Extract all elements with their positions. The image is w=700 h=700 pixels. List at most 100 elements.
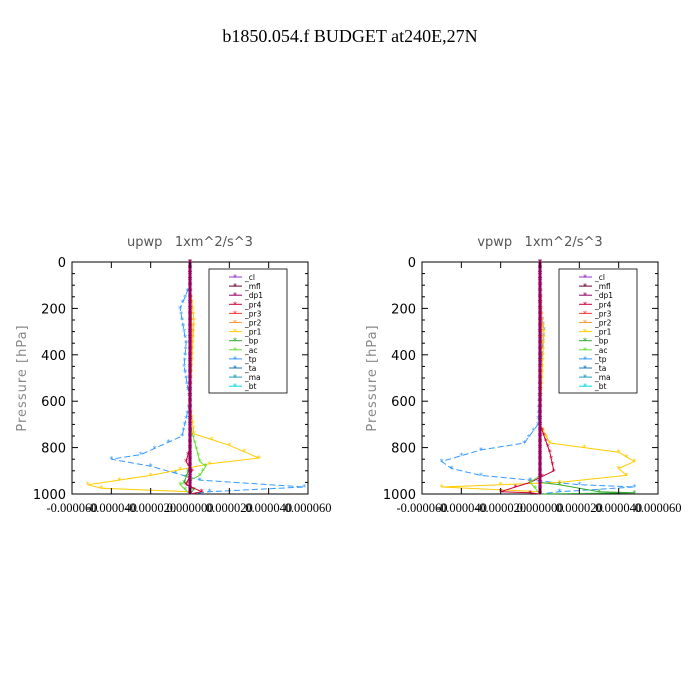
series-marker-tp-upwp: * <box>198 476 202 485</box>
vpwp-panel: vpwp 1xm^2/s^3 Pressure [hPa] **********… <box>365 235 681 515</box>
series-marker-dp1-upwp: * <box>188 478 192 487</box>
series-marker-dp1-vpwp: * <box>538 397 542 406</box>
series-marker-bp-vpwp: * <box>632 489 636 498</box>
series-marker-tp-upwp: * <box>188 490 192 499</box>
series-marker-pr1-upwp: * <box>190 413 194 422</box>
y-tick-label-upwp: 800 <box>41 442 66 457</box>
legend-label-pr4-upwp: _pr4 <box>244 300 262 309</box>
series-marker-pr4-vpwp: * <box>540 426 544 435</box>
series-layer-upwp: ****************************************… <box>86 258 306 499</box>
series-marker-bp-upwp: * <box>184 473 188 482</box>
series-marker-pr1-vpwp: * <box>545 433 549 442</box>
legend-marker-ta-vpwp: * <box>583 364 587 373</box>
series-marker-pr1-upwp: * <box>227 441 231 450</box>
series-marker-pr2-vpwp: * <box>540 328 544 337</box>
series-marker-mfl-vpwp: * <box>538 490 542 499</box>
series-marker-pr2-upwp: * <box>188 490 192 499</box>
legend-label-ta-upwp: _ta <box>244 364 256 373</box>
series-marker-cl-upwp: * <box>188 490 192 499</box>
series-marker-dp1-vpwp: * <box>538 333 542 342</box>
series-marker-ac-upwp: * <box>198 458 202 467</box>
series-marker-dp1-vpwp: * <box>538 270 542 279</box>
series-marker-pr1-upwp: * <box>192 322 196 331</box>
series-marker-dp1-vpwp: * <box>538 281 542 290</box>
series-marker-dp1-upwp: * <box>188 473 192 482</box>
series-marker-tp-upwp: * <box>183 351 187 360</box>
series-marker-dp1-upwp: * <box>188 403 192 412</box>
series-marker-pr1-upwp: * <box>242 448 246 457</box>
series-marker-tp-vpwp: * <box>522 439 526 448</box>
series-marker-tp-upwp: * <box>173 469 177 478</box>
series-line-tp-upwp <box>111 262 305 495</box>
series-marker-pr2-vpwp: * <box>540 310 544 319</box>
legend-marker-ac-upwp: * <box>233 346 237 355</box>
series-marker-pr2-vpwp: * <box>538 490 542 499</box>
series-marker-pr1-vpwp: * <box>440 483 444 492</box>
legend-label-pr3-vpwp: _pr3 <box>594 309 612 318</box>
legend-label-pr1-upwp: _pr1 <box>244 328 262 337</box>
legend-label-mfl-upwp: _mfl <box>244 282 261 291</box>
series-marker-dp1-vpwp: * <box>538 403 542 412</box>
tick-layer-vpwp: 0 200 400 600 800 1000-0.000060-0.000040-0.00… <box>383 256 682 515</box>
x-tick-label-vpwp: -0.000020 <box>475 501 526 515</box>
figure-title: b1850.054.f BUDGET at240E,27N <box>222 26 477 46</box>
series-marker-dp1-upwp: * <box>188 328 192 337</box>
series-marker-pr4-upwp: * <box>184 458 188 467</box>
series-marker-tp-upwp: * <box>139 451 143 460</box>
legend-marker-pr2-vpwp: * <box>583 319 587 328</box>
y-tick-label-vpwp: 200 <box>391 302 416 317</box>
series-marker-tp-upwp: * <box>181 322 185 331</box>
series-marker-dp1-upwp: * <box>188 380 192 389</box>
x-tick-label-upwp: 0.000040 <box>245 501 292 515</box>
legend-label-ac-upwp: _ac <box>244 346 257 355</box>
series-marker-dp1-upwp: * <box>188 467 192 476</box>
legend-upwp: * _cl * _mfl * _dp1 * _pr4 * _pr3 * _pr2 * _pr1 * _bp * _… <box>208 268 288 394</box>
legend-label-bp-vpwp: _bp <box>594 337 609 346</box>
legend-label-pr1-vpwp: _pr1 <box>594 328 612 337</box>
series-marker-pr1-upwp: * <box>190 350 194 359</box>
series-marker-dp1-upwp: * <box>188 339 192 348</box>
series-marker-dp1-upwp: * <box>188 275 192 284</box>
y-tick-label-upwp: 600 <box>41 395 66 410</box>
legend-marker-cl-upwp: * <box>233 273 237 282</box>
series-marker-tp-vpwp: * <box>440 458 444 467</box>
series-marker-ac-upwp: * <box>201 467 205 476</box>
legend-label-ma-upwp: _ma <box>244 373 261 382</box>
series-marker-tp-vpwp: * <box>450 464 454 473</box>
series-marker-bp-vpwp: * <box>558 481 562 490</box>
series-marker-pr2-vpwp: * <box>540 316 544 325</box>
series-marker-pr4-vpwp: * <box>538 490 542 499</box>
legend-marker-bp-upwp: * <box>233 337 237 346</box>
series-marker-pr4-upwp: * <box>186 451 190 460</box>
legend-label-pr3-upwp: _pr3 <box>244 309 262 318</box>
y-tick-label-upwp: 400 <box>41 349 66 364</box>
y-tick-label-vpwp: 0 <box>408 256 416 271</box>
series-marker-dp1-vpwp: * <box>538 357 542 366</box>
series-marker-bp-vpwp: * <box>597 488 601 497</box>
series-marker-tp-vpwp: * <box>540 350 544 359</box>
series-marker-pr2-upwp: * <box>190 322 194 331</box>
series-marker-tp-upwp: * <box>185 409 189 418</box>
series-marker-pr1-upwp: * <box>191 310 195 319</box>
series-marker-dp1-upwp: * <box>188 345 192 354</box>
series-marker-pr1-upwp: * <box>190 299 194 308</box>
series-marker-pr1-upwp: * <box>191 339 195 348</box>
legend-marker-pr2-upwp: * <box>233 319 237 328</box>
series-marker-pr1-upwp: * <box>191 327 195 336</box>
x-tick-label-vpwp: 0.000000 <box>517 501 564 515</box>
series-marker-tp-upwp: * <box>208 488 212 497</box>
series-marker-dp1-upwp: * <box>188 461 192 470</box>
series-marker-pr1-upwp: * <box>100 484 104 493</box>
series-marker-dp1-upwp: * <box>188 415 192 424</box>
series-marker-pr4-upwp: * <box>184 481 188 490</box>
series-marker-dp1-vpwp: * <box>538 438 542 447</box>
y-tick-label-upwp: 0 <box>58 256 66 271</box>
series-marker-tp-vpwp: * <box>528 476 532 485</box>
legend-marker-ma-vpwp: * <box>583 373 587 382</box>
panel-title-upwp: upwp 1xm^2/s^3 <box>127 235 253 250</box>
series-marker-pr1-upwp: * <box>149 471 153 480</box>
series-marker-dp1-vpwp: * <box>538 351 542 360</box>
series-marker-pr4-upwp: * <box>188 490 192 499</box>
legend-marker-pr4-upwp: * <box>233 300 237 309</box>
legend-marker-bt-upwp: * <box>233 382 237 391</box>
